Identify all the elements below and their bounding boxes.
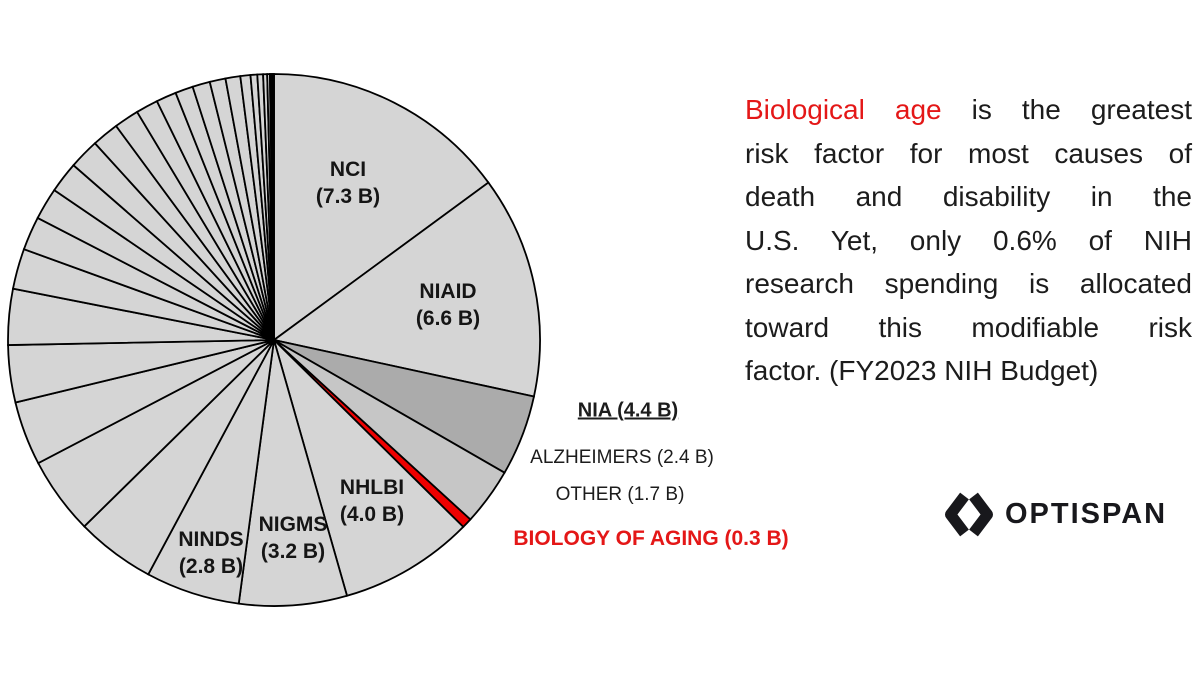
pie-label-nci: NCI (7.3 B) xyxy=(315,158,381,208)
headline-paragraph: Biological age is the greatest risk fact… xyxy=(745,88,1192,393)
paragraph-line-3: death and disability in the xyxy=(745,181,1192,212)
paragraph-line-2: risk factor for most causes of xyxy=(745,137,1192,169)
highlight-biological-age: Biological age xyxy=(745,94,942,125)
paragraph-line-1: Biological age is the greatest xyxy=(745,88,1192,132)
paragraph-line-5: research spending is allocated xyxy=(745,268,1192,299)
pie-slice-nci xyxy=(273,73,490,342)
pie-label-nhlbi: NHLBI (4.0 B) xyxy=(339,476,405,526)
pie-label-nigms: NIGMS (3.2 B) xyxy=(258,513,328,563)
side-label-alzheimers: ALZHEIMERS (2.4 B) xyxy=(530,447,714,468)
optispan-logo-text: OPTISPAN xyxy=(1005,498,1168,530)
pie-slice-nhlbi xyxy=(272,336,465,597)
pie-slice-niaid xyxy=(271,181,541,398)
paragraph-line-1-rest: is the greatest xyxy=(971,94,1192,125)
side-label-biology-of-aging: BIOLOGY OF AGING (0.3 B) xyxy=(513,527,789,550)
pie-label-niaid: NIAID (6.6 B) xyxy=(415,280,481,330)
side-label-nia: NIA (4.4 B) xyxy=(577,399,679,422)
pie-slice-other-nih-institutes-unlabeled- xyxy=(272,73,275,341)
nih-budget-pie-chart xyxy=(7,73,541,607)
side-label-other: OTHER (1.7 B) xyxy=(555,484,685,505)
pie-label-ninds: NINDS (2.8 B) xyxy=(178,528,244,578)
paragraph-line-7: factor. (FY2023 NIH Budget) xyxy=(745,355,1099,386)
optispan-diamond-icon xyxy=(945,492,993,536)
optispan-logo: OPTISPAN xyxy=(943,490,1167,538)
paragraph-line-4: U.S. Yet, only 0.6% of NIH xyxy=(745,224,1192,256)
paragraph-line-6: toward this modifiable risk xyxy=(745,311,1192,343)
